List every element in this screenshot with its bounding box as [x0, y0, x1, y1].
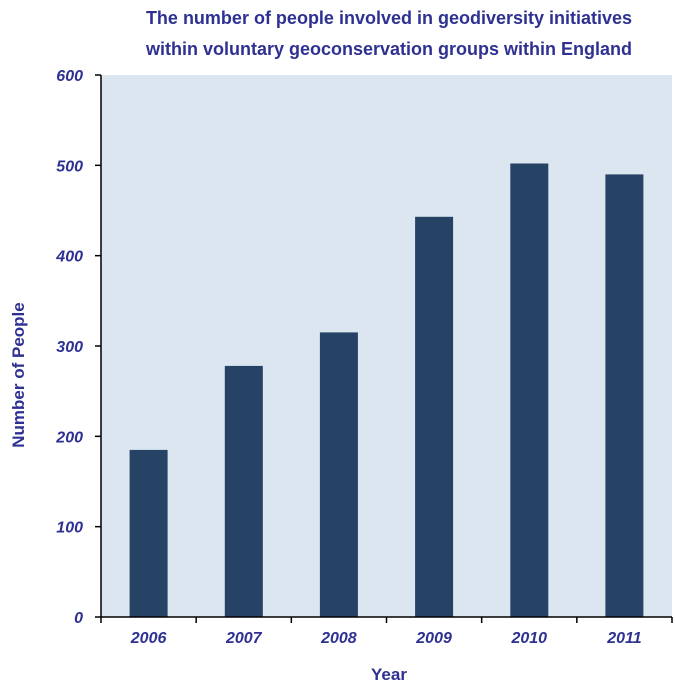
bar-2009	[415, 216, 454, 618]
bar-2007	[224, 365, 263, 617]
x-axis-label: Year	[371, 665, 407, 684]
bar-2008	[319, 332, 358, 617]
y-tick-label-0: 0	[74, 610, 83, 627]
y-tick-label-200: 200	[55, 429, 83, 446]
x-tick-label-2010: 2010	[510, 630, 547, 647]
x-tick-label-2009: 2009	[415, 630, 452, 647]
bar-2006	[129, 449, 168, 617]
y-tick-label-100: 100	[56, 520, 83, 537]
x-axis-ticks: 2006 2007 2008 2009 2010 2011	[130, 630, 642, 647]
bars-group	[129, 163, 644, 618]
chart-title: The number of people involved in geodive…	[145, 8, 632, 59]
bar-2011	[605, 174, 644, 617]
x-tick-label-2008: 2008	[320, 630, 357, 647]
y-axis-ticks: 0 100 200 300 400 500 600	[55, 68, 83, 627]
chart-title-line-2: within voluntary geoconservation groups …	[145, 39, 632, 59]
x-tick-label-2007: 2007	[225, 630, 263, 647]
plot-area	[101, 75, 672, 617]
bar-2010	[510, 163, 549, 617]
axes-group	[95, 74, 673, 623]
chart-title-line-1: The number of people involved in geodive…	[146, 8, 632, 28]
y-axis-label: Number of People	[9, 302, 28, 447]
y-tick-label-600: 600	[56, 68, 83, 85]
x-tick-label-2011: 2011	[606, 630, 642, 647]
y-tick-label-300: 300	[56, 339, 83, 356]
y-tick-label-500: 500	[56, 158, 83, 175]
y-tick-label-400: 400	[55, 249, 83, 266]
x-tick-label-2006: 2006	[130, 630, 167, 647]
